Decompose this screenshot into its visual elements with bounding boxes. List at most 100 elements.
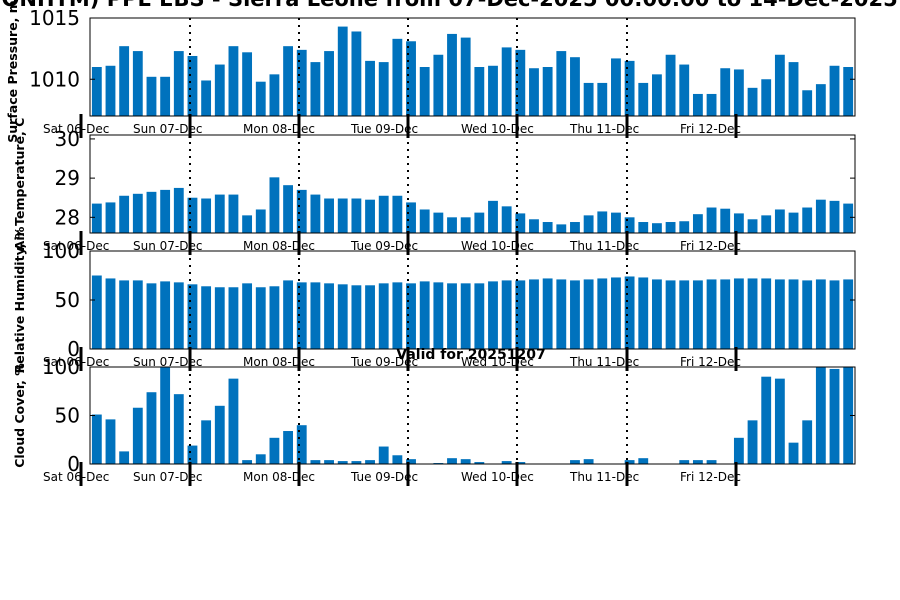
pressure-bar-17 <box>324 51 334 116</box>
cloud-bar-52 <box>802 420 813 464</box>
cloud-bar-19 <box>351 461 362 464</box>
cloud-day-label-4: Wed 10-Dec <box>461 470 534 484</box>
pressure-bar-11 <box>242 52 253 116</box>
cloud-bar-50 <box>774 378 785 464</box>
humidity-bar-12 <box>255 287 266 349</box>
temperature-bar-44 <box>692 214 703 233</box>
humidity-day-label-6: Fri 12-Dec <box>680 355 741 369</box>
humidity-ylabel: Relative Humidity, % <box>12 226 27 373</box>
cloud-bar-49 <box>761 376 772 464</box>
pressure-bar-46 <box>720 68 731 116</box>
temperature-bar-11 <box>242 215 253 233</box>
pressure-bar-55 <box>843 67 854 116</box>
temperature-ytick-label-2: 30 <box>55 127 80 151</box>
pressure-bar-44 <box>692 93 703 116</box>
temperature-bar-54 <box>829 200 840 233</box>
cloud-bar-36 <box>583 459 594 464</box>
pressure-day-label-5: Thu 11-Dec <box>569 122 639 136</box>
temperature-bar-37 <box>597 211 608 233</box>
humidity-day-label-5: Thu 11-Dec <box>569 355 639 369</box>
humidity-bar-44 <box>692 280 703 349</box>
temperature-day-label-0: Sat 06-Dec <box>43 239 109 253</box>
cloud-day-label-2: Mon 08-Dec <box>243 470 315 484</box>
pressure-bar-21 <box>378 62 389 116</box>
temperature-bar-18 <box>337 198 348 233</box>
temperature-bar-19 <box>351 198 362 233</box>
pressure-bar-38 <box>611 58 621 116</box>
temperature-bar-0 <box>91 203 102 233</box>
temperature-bar-35 <box>570 222 580 233</box>
humidity-bar-27 <box>460 283 471 349</box>
humidity-bar-14 <box>283 280 293 349</box>
cloud-bar-27 <box>460 459 471 464</box>
cloud-bar-35 <box>570 460 580 464</box>
temperature-bar-3 <box>132 193 143 233</box>
temperature-bar-49 <box>761 215 772 233</box>
humidity-bar-50 <box>774 279 785 349</box>
temperature-bar-52 <box>802 207 813 233</box>
humidity-bar-5 <box>160 281 171 349</box>
temperature-ytick-label-0: 28 <box>55 205 80 229</box>
cloud-bar-12 <box>255 454 266 464</box>
pressure-bar-27 <box>460 37 471 116</box>
temperature-bar-1 <box>105 202 116 233</box>
temperature-day-label-6: Fri 12-Dec <box>680 239 741 253</box>
pressure-bar-18 <box>337 26 348 116</box>
pressure-day-label-4: Wed 10-Dec <box>461 122 534 136</box>
valid-for-label: Valid for 20251207 <box>396 347 545 363</box>
pressure-bar-53 <box>815 84 826 116</box>
cloud-bar-28 <box>474 462 485 464</box>
cloud-bar-5 <box>160 367 171 464</box>
cloud-day-label-1: Sun 07-Dec <box>133 470 202 484</box>
humidity-bar-40 <box>638 277 649 349</box>
temperature-bar-17 <box>324 198 334 233</box>
humidity-bar-16 <box>310 282 321 349</box>
humidity-bar-4 <box>146 283 157 349</box>
temperature-bar-22 <box>392 195 403 233</box>
chart-title: der CSA (ONHTM) PPE EBS - Sierra Leone f… <box>0 0 900 11</box>
humidity-bar-37 <box>597 278 608 349</box>
pressure-bar-22 <box>392 38 403 116</box>
pressure-bar-5 <box>160 76 171 116</box>
cloud-bar-22 <box>392 455 403 464</box>
humidity-bar-53 <box>815 279 826 349</box>
humidity-bar-18 <box>337 284 348 349</box>
temperature-bar-42 <box>665 222 676 233</box>
cloud-ytick-label-1: 50 <box>55 404 80 428</box>
temperature-bar-7 <box>187 197 198 233</box>
humidity-bar-43 <box>679 280 690 349</box>
humidity-bar-45 <box>706 279 717 349</box>
temperature-frame <box>89 134 856 234</box>
pressure-bar-52 <box>802 90 813 116</box>
pressure-bar-19 <box>351 31 362 117</box>
humidity-bar-26 <box>447 283 457 349</box>
humidity-bar-33 <box>542 278 553 349</box>
humidity-bar-21 <box>378 283 389 349</box>
humidity-day-label-1: Sun 07-Dec <box>133 355 202 369</box>
temperature-ytick-label-1: 29 <box>55 166 80 190</box>
pressure-bar-49 <box>761 79 772 116</box>
humidity-bar-2 <box>119 280 130 349</box>
cloud-bar-44 <box>692 460 703 464</box>
pressure-bar-28 <box>474 67 485 116</box>
humidity-bar-51 <box>788 279 799 349</box>
pressure-bar-40 <box>638 82 649 116</box>
pressure-bar-33 <box>542 67 553 116</box>
cloud-bar-20 <box>365 460 375 464</box>
temperature-bar-29 <box>488 200 498 233</box>
temperature-bar-23 <box>406 202 416 233</box>
humidity-ytick-label-1: 50 <box>55 288 80 312</box>
pressure-bar-29 <box>488 65 498 116</box>
cloud-bar-11 <box>242 460 253 464</box>
temperature-bar-38 <box>611 212 621 233</box>
panel-cloud: 0 50 100 Cloud Cover, % Sat 06-Dec Sun 07-Dec… <box>12 355 856 486</box>
temperature-day-label-2: Mon 08-Dec <box>243 239 315 253</box>
humidity-day-label-4: Wed 10-Dec <box>461 355 534 369</box>
cloud-ytick-label-2: 100 <box>42 355 80 379</box>
pressure-bar-13 <box>269 74 280 116</box>
cloud-bar-30 <box>501 461 512 464</box>
humidity-bar-17 <box>324 283 334 349</box>
pressure-bar-23 <box>406 41 416 116</box>
cloud-bar-15 <box>296 425 307 464</box>
